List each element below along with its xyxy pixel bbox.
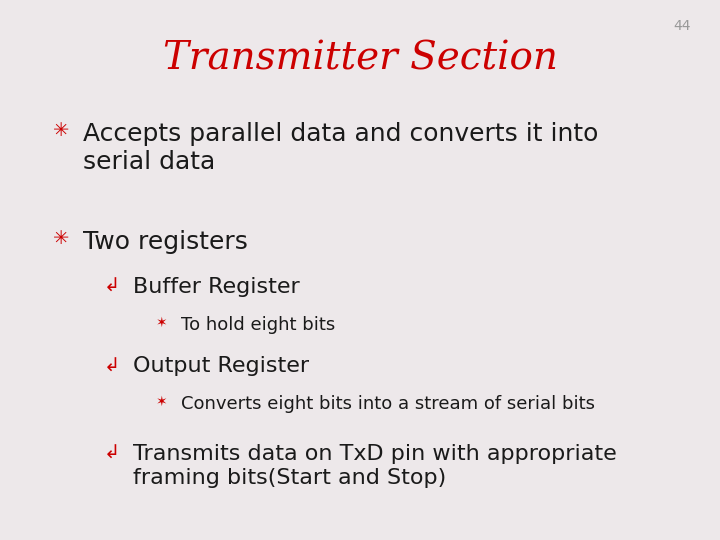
Text: ✶: ✶: [156, 316, 168, 330]
Text: ✳: ✳: [53, 230, 69, 248]
Text: ↲: ↲: [104, 444, 120, 463]
Text: Buffer Register: Buffer Register: [133, 277, 300, 297]
Text: Transmitter Section: Transmitter Section: [163, 40, 557, 78]
Text: ✶: ✶: [156, 395, 168, 409]
Text: ↲: ↲: [104, 356, 120, 375]
Text: ✳: ✳: [53, 122, 69, 140]
Text: 44: 44: [674, 19, 691, 33]
Text: Output Register: Output Register: [133, 356, 310, 376]
Text: Accepts parallel data and converts it into
serial data: Accepts parallel data and converts it in…: [83, 122, 598, 174]
Text: To hold eight bits: To hold eight bits: [181, 316, 336, 334]
Text: Two registers: Two registers: [83, 230, 248, 253]
Text: Converts eight bits into a stream of serial bits: Converts eight bits into a stream of ser…: [181, 395, 595, 413]
Text: Transmits data on TxD pin with appropriate
framing bits(Start and Stop): Transmits data on TxD pin with appropria…: [133, 444, 617, 488]
Text: ↲: ↲: [104, 277, 120, 296]
